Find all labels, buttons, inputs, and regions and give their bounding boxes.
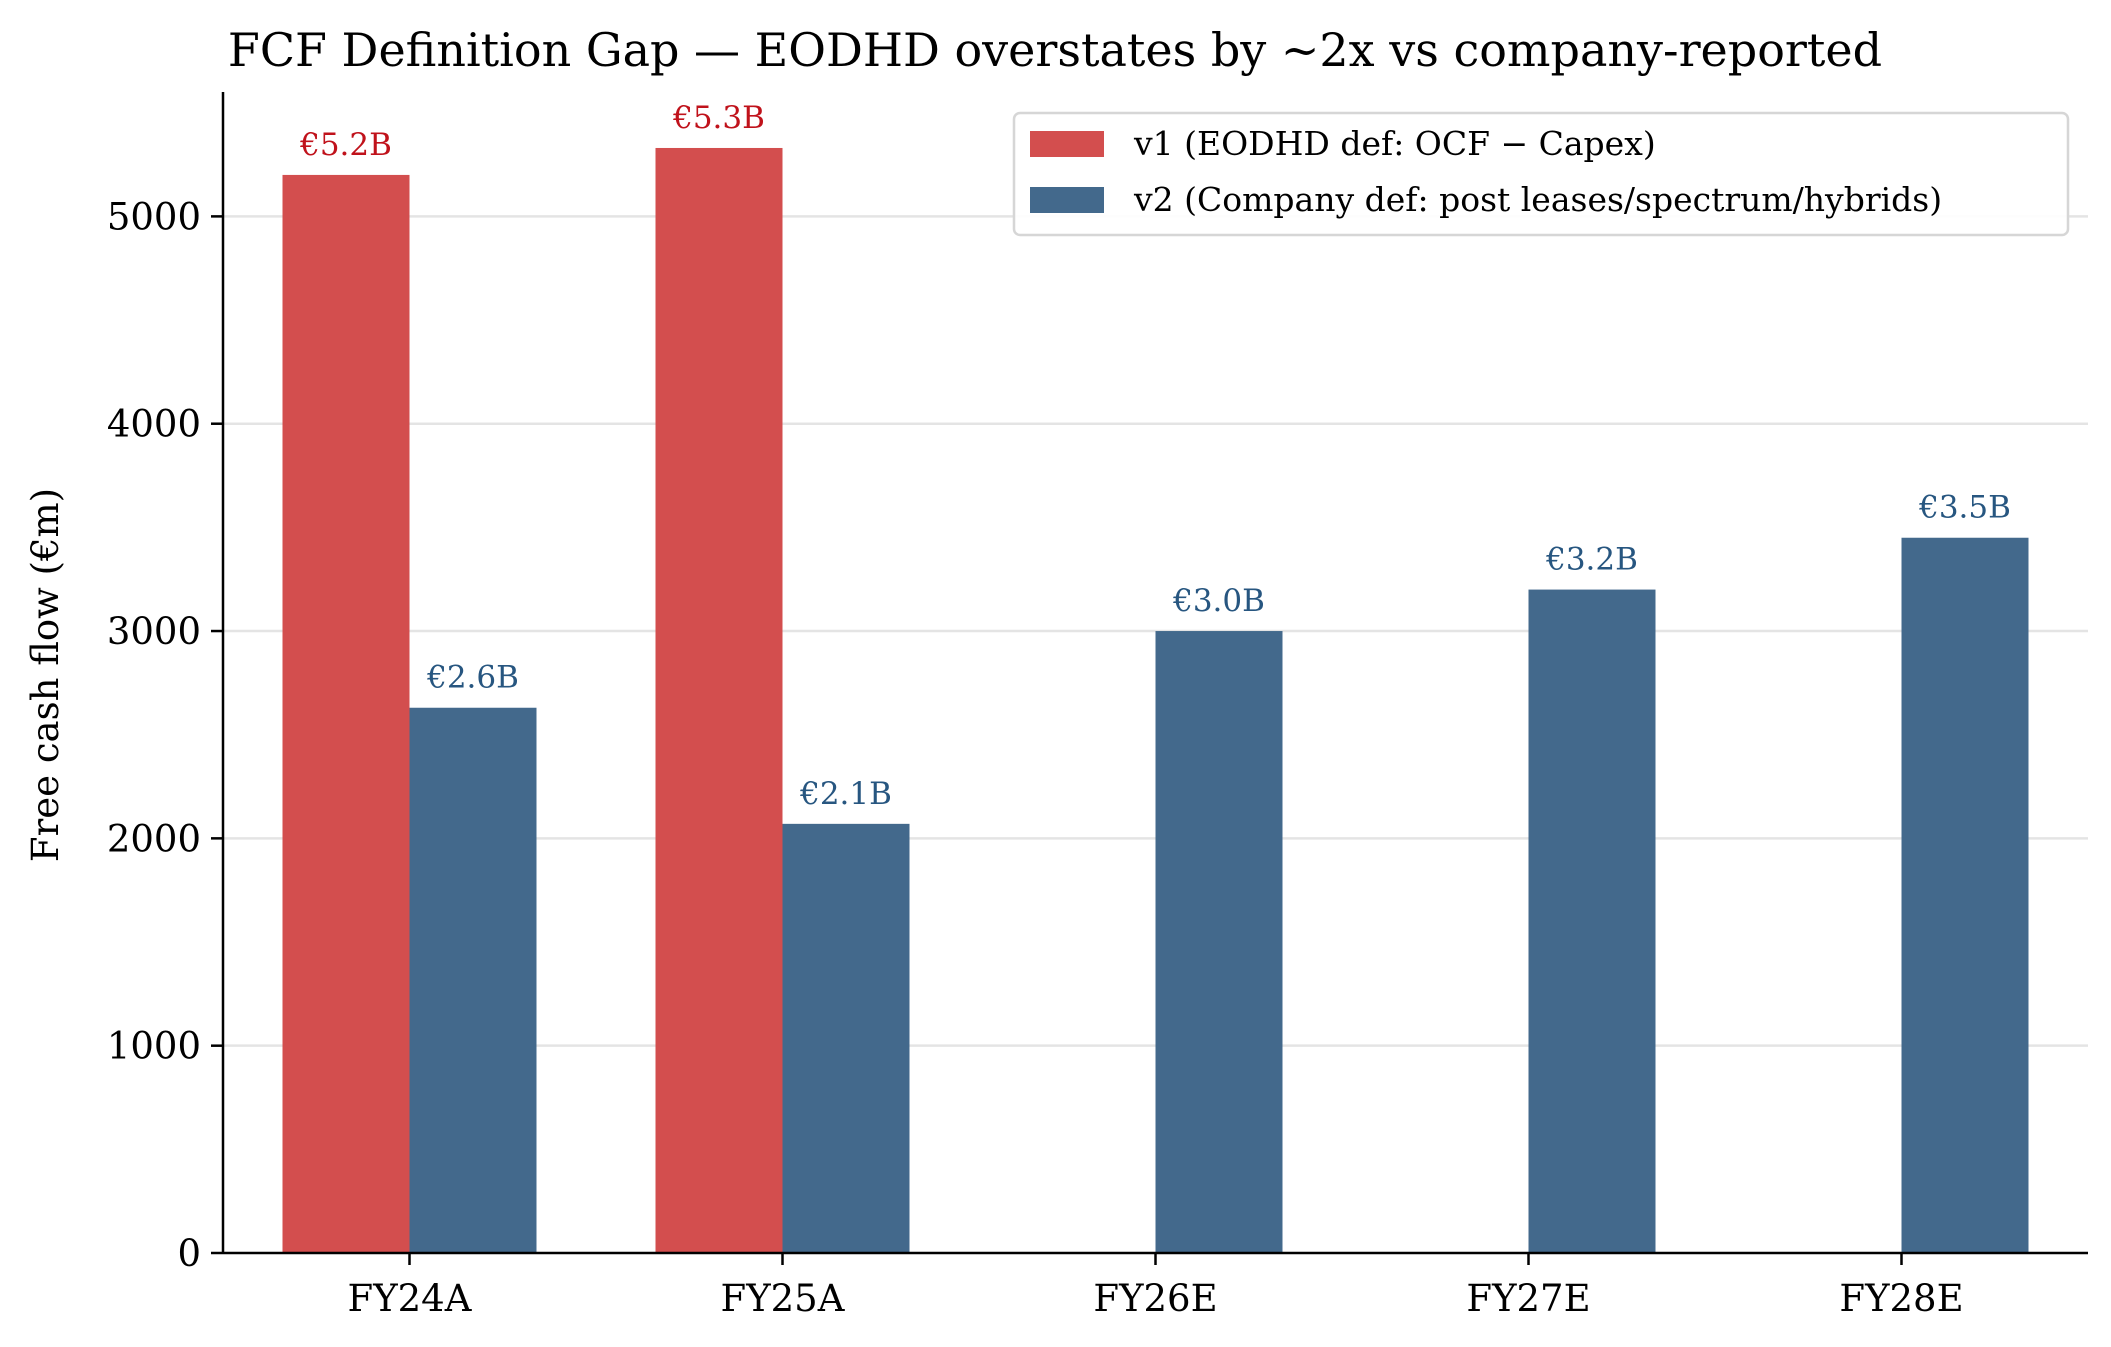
bar-series-2: [782, 823, 910, 1253]
legend-entry-label: v1 (EODHD def: OCF − Capex): [1133, 124, 1656, 163]
x-tick-label: FY27E: [1466, 1277, 1590, 1320]
bar-value-label: €5.2B: [299, 127, 392, 163]
y-tick-label: 4000: [107, 403, 201, 446]
bar-series-1: [282, 174, 410, 1253]
y-axis-label: Free cash flow (€m): [24, 488, 67, 862]
chart-title: FCF Definition Gap — EODHD overstates by…: [228, 23, 1882, 77]
legend-entry-label: v2 (Company def: post leases/spectrum/hy…: [1133, 180, 1942, 219]
bar-series-2: [1155, 631, 1283, 1253]
x-tick-label: FY26E: [1093, 1277, 1217, 1320]
y-tick-labels: 0 1000 2000 3000 4000 5000: [107, 195, 223, 1275]
bar-value-label: €2.1B: [799, 776, 892, 812]
bar-value-label: €5.3B: [672, 100, 765, 136]
y-tick-label: 2000: [107, 817, 201, 860]
y-tick-label: 5000: [107, 195, 201, 238]
y-tick-label: 3000: [107, 610, 201, 653]
bar-series-2: [409, 707, 537, 1253]
bar-series-2: [1528, 589, 1656, 1253]
bar-series-2: [1901, 537, 2029, 1253]
y-tick-label: 1000: [107, 1025, 201, 1068]
bars: [282, 147, 2029, 1253]
bar-value-label: €3.5B: [1918, 490, 2011, 526]
bar-value-labels: €5.2B €5.3B €2.6B €2.1B €3.0B €3.2B €3.5B: [299, 100, 2011, 812]
bar-value-label: €3.2B: [1545, 542, 1638, 578]
x-tick-label: FY25A: [721, 1277, 846, 1320]
x-tick-labels: FY24A FY25A FY26E FY27E FY28E: [348, 1253, 1964, 1320]
legend-swatch: [1030, 131, 1104, 157]
y-tick-label: 0: [177, 1232, 201, 1275]
x-tick-label: FY24A: [348, 1277, 473, 1320]
legend: v1 (EODHD def: OCF − Capex) v2 (Company d…: [1012, 111, 2070, 237]
bar-value-label: €2.6B: [426, 660, 519, 696]
legend-swatch: [1030, 187, 1104, 213]
bar-value-label: €3.0B: [1172, 583, 1265, 619]
legend-box: [1012, 111, 2070, 237]
bar-series-1: [655, 147, 783, 1253]
x-tick-label: FY28E: [1839, 1277, 1963, 1320]
